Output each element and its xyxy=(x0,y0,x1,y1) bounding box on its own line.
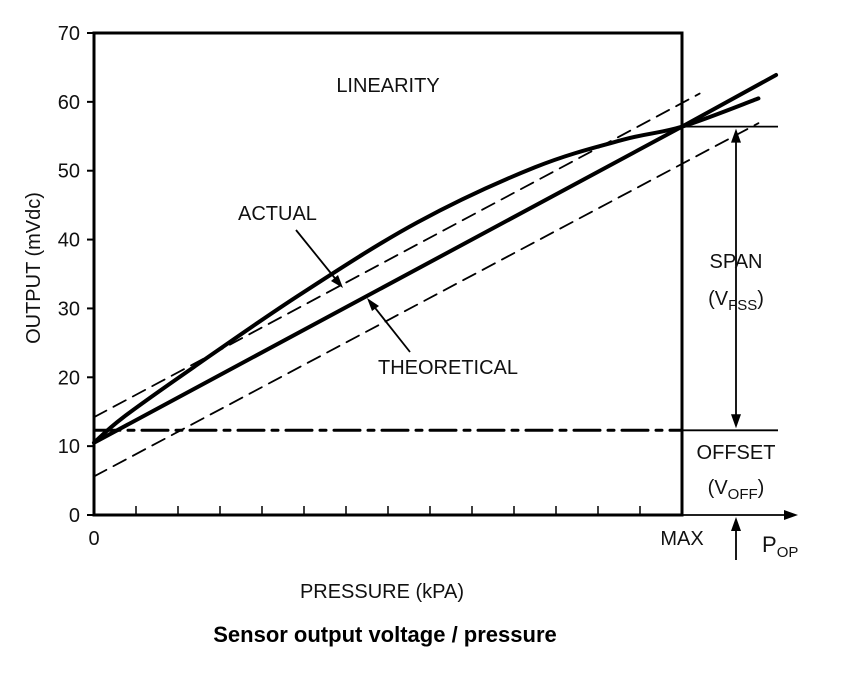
actual-pointer-head xyxy=(331,275,343,288)
x-tick-label: MAX xyxy=(660,528,703,550)
series-lines xyxy=(92,73,779,478)
x-axis-label: PRESSURE (kPA) xyxy=(300,581,464,603)
y-tick-label: 20 xyxy=(58,367,80,389)
series-actual xyxy=(92,96,761,445)
pop-label: POP xyxy=(762,532,798,561)
y-tick-label: 10 xyxy=(58,436,80,458)
actual-pointer xyxy=(295,229,339,283)
series-dashed xyxy=(93,122,760,478)
span-label: SPAN xyxy=(710,251,763,273)
theoretical-pointer-head xyxy=(367,298,379,311)
span-formula: (VFSS) xyxy=(708,288,764,314)
y-tick-label: 50 xyxy=(58,161,80,183)
y-tick-label: 60 xyxy=(58,92,80,114)
y-axis-label: OUTPUT (mVdc) xyxy=(23,192,45,344)
x-tick-label: 0 xyxy=(88,528,99,550)
series-dashed xyxy=(93,92,701,419)
actual-label: ACTUAL xyxy=(238,203,317,225)
y-tick-label: 30 xyxy=(58,298,80,320)
span-arrowhead-top xyxy=(731,128,741,143)
pop-arrowhead xyxy=(731,517,741,531)
offset-formula: (VOFF) xyxy=(708,477,765,503)
axes: 0 10 20 30 40 50 60 70 0 MAX PRESSURE (kPA) OUTPUT … xyxy=(23,23,798,603)
offset-label: OFFSET xyxy=(697,442,776,464)
span-arrowhead-bottom xyxy=(731,414,741,429)
figure-caption: Sensor output voltage / pressure xyxy=(213,622,557,647)
y-tick-label: 0 xyxy=(69,505,80,527)
chart-title: LINEARITY xyxy=(336,75,439,97)
y-tick-label: 40 xyxy=(58,230,80,252)
theoretical-pointer xyxy=(371,303,411,353)
y-tick-label: 70 xyxy=(58,23,80,45)
theoretical-label: THEORETICAL xyxy=(378,357,518,379)
plot-frame xyxy=(92,31,684,517)
linearity-chart: 0 10 20 30 40 50 60 70 0 MAX PRESSURE (kPA) OUTPUT … xyxy=(23,23,798,603)
pressure-axis-arrowhead xyxy=(784,510,798,520)
annotations: SPAN (VFSS) OFFSET (VOFF) POP ACTUAL THEORETIC… xyxy=(238,125,798,561)
